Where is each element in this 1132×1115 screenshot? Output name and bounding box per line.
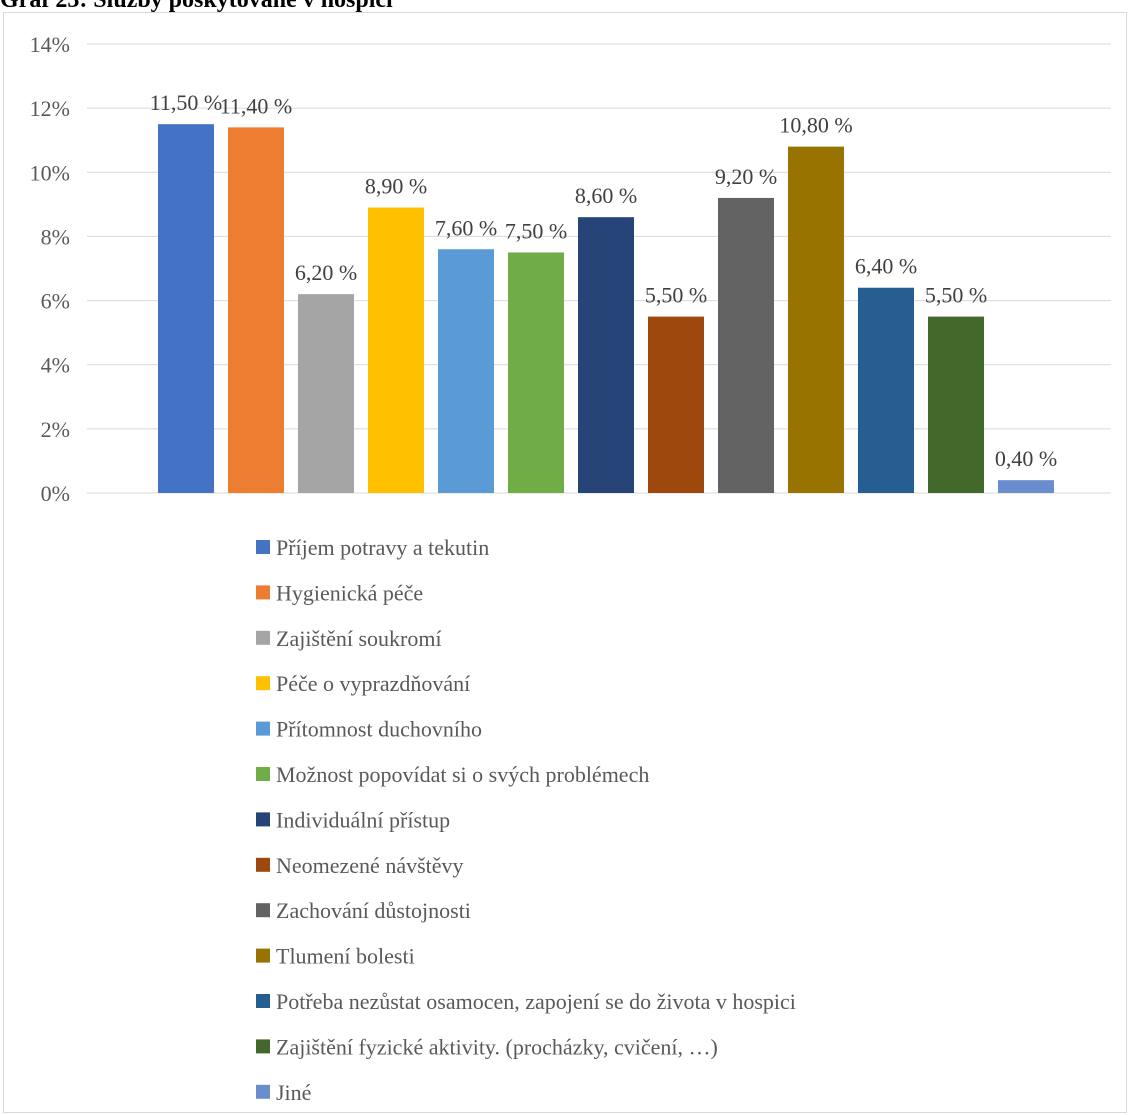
legend-label: Individuální přístup (276, 807, 450, 832)
legend-swatch (256, 721, 270, 736)
legend-item: Tlumení bolesti (256, 944, 415, 969)
legend-swatch (256, 1039, 270, 1054)
legend-item: Potřeba nezůstat osamocen, zapojení se d… (256, 989, 796, 1014)
y-tick-label: 2% (41, 417, 70, 442)
bar (578, 217, 634, 493)
data-label: 8,90 % (365, 174, 427, 199)
legend-swatch (256, 630, 270, 645)
legend-item: Přítomnost duchovního (256, 717, 482, 742)
data-label: 5,50 % (925, 283, 987, 308)
legend-item: Péče o vyprazdňování (256, 671, 470, 696)
legend-item: Jiné (256, 1080, 311, 1105)
data-label: 11,50 % (150, 90, 223, 115)
data-label: 9,20 % (715, 164, 777, 189)
legend-label: Jiné (276, 1080, 311, 1105)
bar (648, 316, 704, 493)
legend-item: Zachování důstojnosti (256, 898, 471, 923)
data-label: 7,60 % (435, 215, 497, 240)
legend-item: Hygienická péče (256, 580, 423, 605)
data-label: 6,20 % (295, 260, 357, 285)
legend-label: Tlumení bolesti (276, 944, 415, 969)
data-label: 10,80 % (779, 113, 852, 138)
bar (998, 480, 1054, 493)
data-label: 7,50 % (505, 218, 567, 243)
legend-label: Péče o vyprazdňování (276, 671, 470, 696)
legend-label: Hygienická péče (276, 580, 423, 605)
legend-swatch (256, 903, 270, 918)
legend-item: Individuální přístup (256, 807, 450, 832)
legend-swatch (256, 1084, 270, 1099)
data-label: 11,40 % (220, 93, 293, 118)
bar (228, 127, 284, 493)
legend-item: Zajištění soukromí (256, 626, 442, 651)
legend-label: Možnost popovídat si o svých problémech (276, 762, 649, 787)
legend-label: Neomezené návštěvy (276, 853, 464, 878)
chart-area: 0% 2% 4% 6% 8% 10% 12% 14% 11,50 % 11,40 % 6,20 %… (3, 12, 1127, 1113)
bar (158, 124, 214, 493)
legend: Příjem potravy a tekutin Hygienická péče Z… (256, 535, 796, 1105)
bar (298, 294, 354, 493)
bar (508, 252, 564, 493)
bar (858, 287, 914, 493)
y-tick-label: 6% (41, 289, 70, 314)
legend-label: Zajištění soukromí (276, 626, 442, 651)
legend-swatch (256, 812, 270, 827)
legend-label: Zajištění fyzické aktivity. (procházky, … (276, 1034, 718, 1059)
y-tick-label: 8% (41, 224, 70, 249)
bar (718, 197, 774, 493)
legend-swatch (256, 540, 270, 554)
legend-item: Příjem potravy a tekutin (256, 535, 489, 560)
chart-caption: Graf 23: Služby poskytované v hospici (0, 0, 393, 13)
data-labels: 11,50 %11,40 % 6,20 % 8,90 % 7,60 % 7,50 % 8,… (150, 90, 1057, 471)
bar (928, 316, 984, 493)
legend-item: Zajištění fyzické aktivity. (procházky, … (256, 1034, 718, 1059)
legend-item: Možnost popovídat si o svých problémech (256, 762, 649, 787)
y-tick-label: 0% (41, 481, 70, 506)
data-label: 8,60 % (575, 183, 637, 208)
data-label: 6,40 % (855, 254, 917, 279)
legend-swatch (256, 585, 270, 600)
bar (438, 249, 494, 493)
legend-swatch (256, 994, 270, 1008)
legend-swatch (256, 676, 270, 691)
legend-label: Přítomnost duchovního (276, 717, 482, 742)
bar (788, 146, 844, 493)
legend-label: Příjem potravy a tekutin (276, 535, 489, 560)
y-axis-ticks: 0% 2% 4% 6% 8% 10% 12% 14% (30, 32, 70, 506)
bars (158, 124, 1054, 494)
legend-label: Zachování důstojnosti (276, 898, 471, 923)
data-label: 5,50 % (645, 283, 707, 308)
y-tick-label: 4% (41, 353, 70, 378)
y-tick-label: 14% (30, 32, 70, 57)
legend-label: Potřeba nezůstat osamocen, zapojení se d… (276, 989, 796, 1014)
bar (368, 207, 424, 494)
legend-swatch (256, 767, 270, 781)
y-tick-label: 10% (30, 160, 70, 185)
legend-swatch (256, 948, 270, 963)
legend-item: Neomezené návštěvy (256, 853, 464, 878)
bar-chart: 0% 2% 4% 6% 8% 10% 12% 14% 11,50 %11,40 % 6,20 %… (30, 32, 1111, 1105)
legend-swatch (256, 857, 270, 872)
data-label: 0,40 % (995, 446, 1057, 471)
y-tick-label: 12% (30, 96, 70, 121)
